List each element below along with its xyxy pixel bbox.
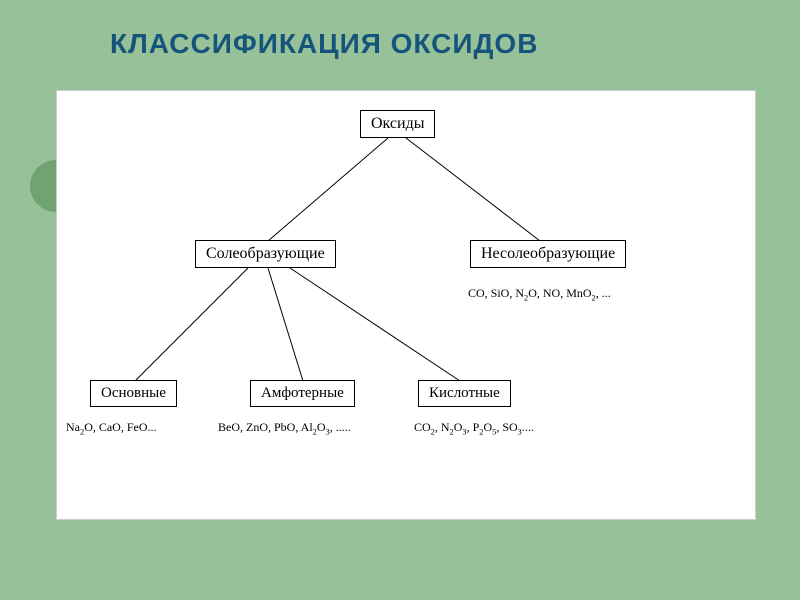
node-acid: Кислотные	[418, 380, 511, 407]
node-basic: Основные	[90, 380, 177, 407]
caption-amph-examples: BeO, ZnO, PbO, Al2O3, .....	[218, 420, 351, 436]
caption-nosalt-examples: CO, SiO, N2O, NO, MnO2, ...	[468, 286, 611, 302]
node-amph: Амфотерные	[250, 380, 355, 407]
caption-acid-examples: CO2, N2O3, P2O5, SO3....	[414, 420, 534, 436]
node-nosalt: Несолеобразующие	[470, 240, 626, 268]
caption-basic-examples: Na2O, CaO, FeO...	[66, 420, 157, 436]
node-root: Оксиды	[360, 110, 435, 138]
node-salt: Солеобразующие	[195, 240, 336, 268]
content-frame	[56, 90, 756, 520]
slide: КЛАССИФИКАЦИЯ ОКСИДОВ Оксиды Солеобразую…	[0, 0, 800, 600]
slide-title: КЛАССИФИКАЦИЯ ОКСИДОВ	[110, 28, 538, 60]
